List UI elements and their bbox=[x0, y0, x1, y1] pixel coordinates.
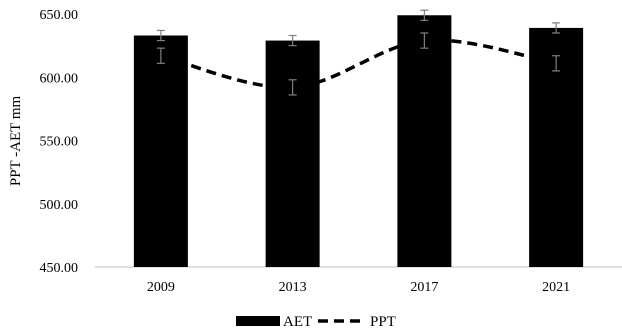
x-tick-label: 2009 bbox=[147, 280, 175, 295]
error-bar-ppt bbox=[552, 55, 561, 72]
y-tick-label: 600.00 bbox=[40, 71, 79, 86]
legend: AET PPT bbox=[236, 314, 396, 330]
legend-label-aet: AET bbox=[283, 314, 312, 330]
x-axis-ticks: 2009 2013 2017 2021 bbox=[147, 280, 570, 295]
error-bar-ppt bbox=[420, 32, 429, 49]
y-tick-label: 650.00 bbox=[40, 8, 79, 23]
bar-aet bbox=[397, 15, 452, 268]
error-bar-aet bbox=[420, 9, 429, 21]
error-bars-ppt bbox=[156, 32, 561, 96]
y-tick-label: 500.00 bbox=[40, 198, 79, 213]
x-tick-label: 2021 bbox=[542, 280, 570, 295]
y-tick-label: 550.00 bbox=[40, 135, 79, 150]
y-axis-ticks: 450.00 500.00 550.00 600.00 650.00 bbox=[40, 8, 79, 276]
y-axis-title: PPT -AET mm bbox=[8, 96, 24, 187]
line-ppt bbox=[160, 38, 557, 90]
error-bar-aet bbox=[156, 29, 165, 42]
error-bar-ppt bbox=[288, 79, 297, 96]
x-tick-label: 2013 bbox=[279, 280, 307, 295]
y-tick-label: 450.00 bbox=[40, 261, 79, 276]
error-bar-aet bbox=[288, 34, 297, 47]
legend-swatch-aet bbox=[236, 316, 280, 326]
bar-aet bbox=[265, 40, 320, 267]
bar-aet bbox=[133, 35, 188, 267]
error-bars-aet bbox=[156, 9, 561, 47]
error-bar-aet bbox=[552, 22, 561, 34]
error-bar-ppt bbox=[156, 47, 165, 64]
x-tick-label: 2017 bbox=[410, 280, 438, 295]
legend-label-ppt: PPT bbox=[370, 314, 396, 330]
